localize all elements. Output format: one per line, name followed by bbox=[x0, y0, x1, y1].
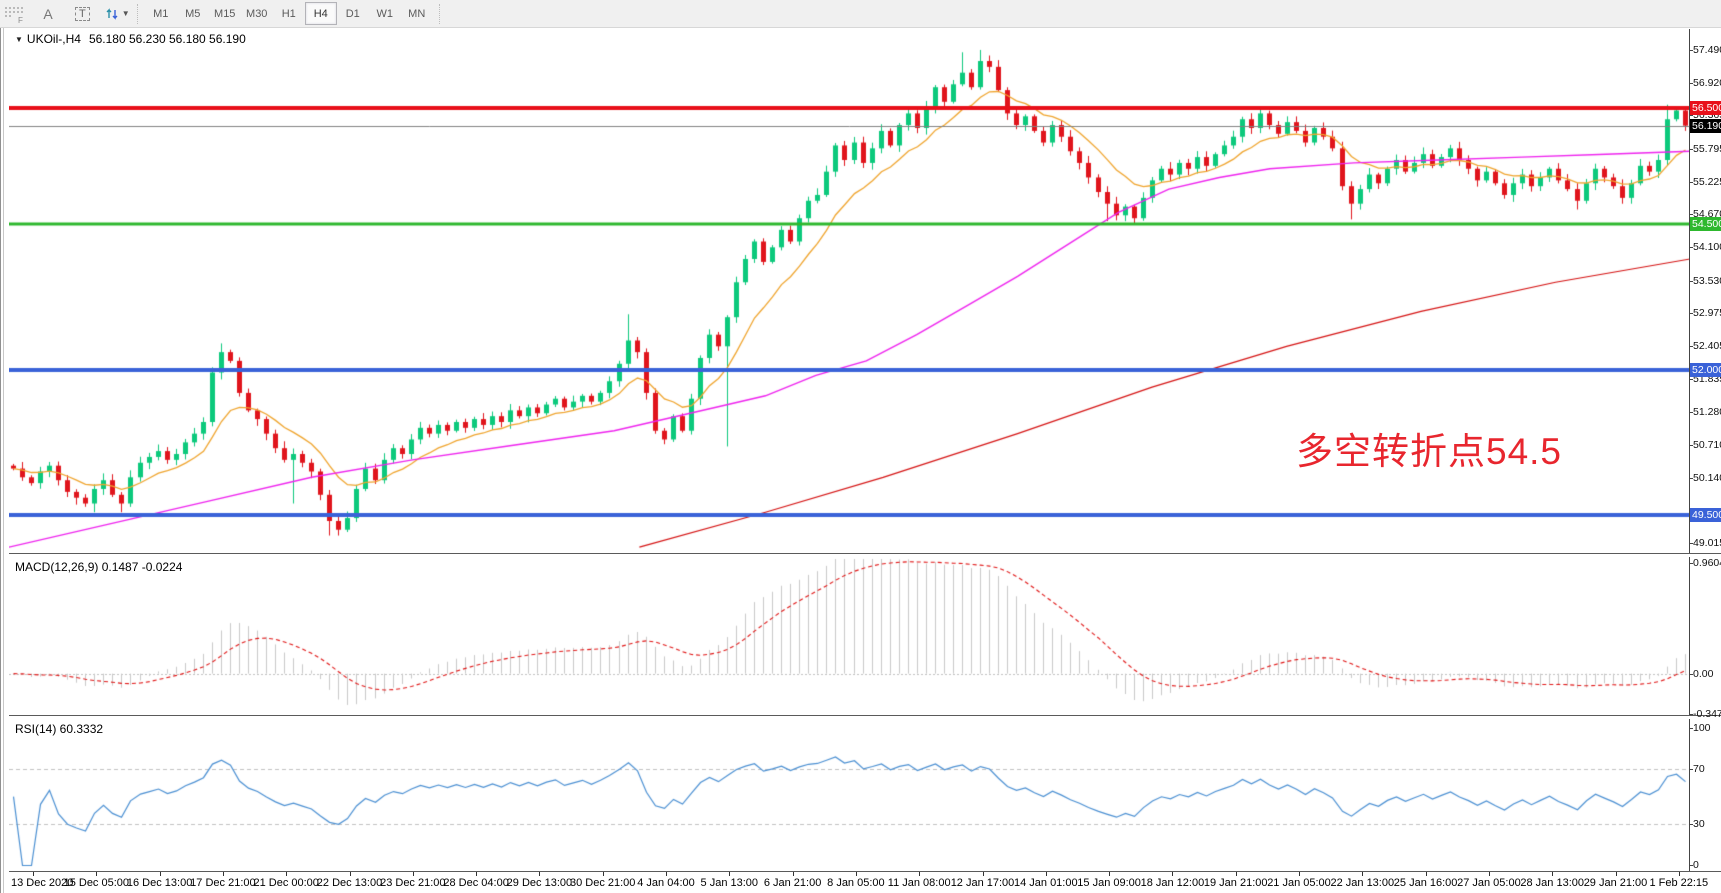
date-label: 21 Dec 00:00 bbox=[253, 877, 319, 889]
macd-pane[interactable]: MACD(12,26,9) 0.1487 -0.0224 0.9604 0.00 -… bbox=[9, 557, 1721, 720]
symbol-name: UKOil-,H4 bbox=[26, 32, 81, 46]
price-tick-label: 49.015 bbox=[1693, 537, 1721, 549]
swap-arrows-icon bbox=[106, 7, 118, 20]
rsi-tick-label: 0 bbox=[1693, 859, 1699, 871]
toolbar-separator bbox=[438, 3, 441, 24]
date-label: 19 Jan 21:00 bbox=[1203, 877, 1268, 889]
date-label: 29 Dec 13:00 bbox=[506, 877, 573, 889]
timeframe-button-mn[interactable]: MN bbox=[408, 7, 426, 20]
macd-tick-label: 0.9604 bbox=[1693, 557, 1721, 569]
rsi-axis[interactable]: 100 70 30 0 bbox=[1689, 719, 1721, 871]
price-badge-52.000: 52.000 bbox=[1690, 363, 1721, 377]
dropdown-caret-icon: ▼ bbox=[121, 9, 130, 18]
timeframe-button-m5[interactable]: M5 bbox=[185, 7, 201, 20]
macd-axis[interactable]: 0.9604 0.00 -0.347 bbox=[1689, 557, 1721, 720]
timeframe-button-h1[interactable]: H1 bbox=[281, 7, 296, 20]
rsi-canvas[interactable] bbox=[9, 719, 1690, 871]
text-tool-button[interactable]: T bbox=[68, 3, 97, 25]
svg-text:F: F bbox=[18, 16, 23, 24]
date-label: 23 Dec 21:00 bbox=[380, 877, 446, 889]
timeframe-button-h4[interactable]: H4 bbox=[304, 2, 337, 25]
date-label: 22 Jan 13:00 bbox=[1330, 877, 1395, 889]
chart-annotation-text: 多空转折点54.5 bbox=[1296, 431, 1563, 472]
date-label: 15 Dec 05:00 bbox=[63, 877, 130, 889]
date-label: 1 Feb 22:15 bbox=[1649, 877, 1709, 889]
price-tick-label: 52.405 bbox=[1693, 340, 1721, 352]
date-label: 6 Jan 21:00 bbox=[763, 877, 822, 889]
macd-canvas[interactable] bbox=[9, 557, 1690, 715]
main-chart-pane[interactable]: ▼ UKOil-,H4 56.180 56.230 56.180 56.190 … bbox=[9, 29, 1721, 554]
macd-label: MACD(12,26,9) 0.1487 -0.0224 bbox=[15, 560, 183, 574]
rsi-pane[interactable]: RSI(14) 60.3332 100 70 30 0 bbox=[9, 719, 1721, 872]
date-label: 30 Dec 21:00 bbox=[569, 877, 636, 889]
date-label: 5 Jan 13:00 bbox=[700, 877, 759, 889]
date-label: 15 Jan 09:00 bbox=[1077, 877, 1141, 889]
price-badge-54.500: 54.500 bbox=[1690, 217, 1721, 231]
macd-tick-label: -0.347 bbox=[1693, 708, 1721, 720]
timeframe-group: M1 M5 M15 M30 H1 H4 D1 W1 MN bbox=[145, 2, 433, 25]
toolbar-separator bbox=[136, 3, 139, 24]
rsi-tick-label: 30 bbox=[1693, 818, 1705, 830]
toolbar-drag-handle[interactable]: F bbox=[2, 4, 28, 24]
chart-window: ▼ UKOil-,H4 56.180 56.230 56.180 56.190 … bbox=[0, 28, 1721, 893]
symbol-quote: 56.180 56.230 56.180 56.190 bbox=[88, 32, 246, 46]
date-label: 16 Dec 13:00 bbox=[126, 877, 193, 889]
grid-handle-icon: F bbox=[5, 6, 23, 24]
rsi-tick-label: 70 bbox=[1693, 763, 1705, 775]
symbol-title: ▼ UKOil-,H4 56.180 56.230 56.180 56.190 bbox=[15, 32, 246, 46]
price-badge-56.190: 56.190 bbox=[1690, 119, 1721, 133]
date-label: 8 Jan 05:00 bbox=[827, 877, 885, 889]
price-axis[interactable]: 57.49056.92056.36555.79555.22554.67054.1… bbox=[1689, 29, 1721, 553]
price-tick-label: 50.710 bbox=[1693, 439, 1721, 451]
timeframe-button-m30[interactable]: M30 bbox=[246, 7, 268, 20]
price-tick-label: 53.530 bbox=[1693, 275, 1721, 287]
price-tick-label: 54.100 bbox=[1693, 241, 1721, 253]
price-tick-label: 50.140 bbox=[1693, 472, 1721, 484]
rsi-tick-label: 100 bbox=[1693, 722, 1711, 734]
timeframe-button-m15[interactable]: M15 bbox=[214, 7, 236, 20]
symbol-switch-button[interactable]: ▼ bbox=[105, 2, 131, 26]
price-tick-label: 56.920 bbox=[1693, 77, 1721, 89]
rsi-label: RSI(14) 60.3332 bbox=[15, 722, 104, 736]
candlestick-canvas[interactable] bbox=[9, 29, 1690, 553]
date-label: 18 Jan 12:00 bbox=[1140, 877, 1205, 889]
date-label: 29 Jan 21:00 bbox=[1583, 877, 1648, 889]
date-label: 22 Dec 13:00 bbox=[316, 877, 383, 889]
price-tick-label: 52.975 bbox=[1693, 307, 1721, 319]
collapse-triangle-icon[interactable]: ▼ bbox=[15, 34, 23, 44]
price-tick-label: 57.490 bbox=[1693, 44, 1721, 56]
date-label: 4 Jan 04:00 bbox=[637, 877, 695, 889]
arrow-tool-button[interactable]: A bbox=[36, 3, 60, 25]
date-label: 13 Dec 2020 bbox=[11, 877, 74, 889]
date-label: 12 Jan 17:00 bbox=[950, 877, 1015, 889]
timeframe-button-m1[interactable]: M1 bbox=[153, 7, 169, 20]
time-axis[interactable]: 13 Dec 2020 15 Dec 05:00 16 Dec 13:00 17 De… bbox=[9, 872, 1721, 893]
price-tick-label: 51.280 bbox=[1693, 406, 1721, 418]
date-label: 25 Jan 16:00 bbox=[1393, 877, 1458, 889]
price-tick-label: 55.795 bbox=[1693, 143, 1721, 155]
date-label: 17 Dec 21:00 bbox=[190, 877, 256, 889]
date-label: 27 Jan 05:00 bbox=[1457, 877, 1521, 889]
price-tick-label: 55.225 bbox=[1693, 176, 1721, 188]
date-label: 11 Jan 08:00 bbox=[887, 877, 951, 889]
text-tool-icon: T bbox=[75, 6, 90, 21]
price-badge-49.500: 49.500 bbox=[1690, 508, 1721, 522]
timeframe-button-d1[interactable]: D1 bbox=[345, 7, 360, 20]
price-badge-56.500: 56.500 bbox=[1690, 101, 1721, 115]
date-label: 14 Jan 01:00 bbox=[1013, 877, 1078, 889]
toolbar: F A T ▼ M1 M5 M15 M30 H1 H4 D1 W1 MN bbox=[0, 0, 1721, 28]
date-label: 28 Dec 04:00 bbox=[443, 877, 509, 889]
timeframe-button-w1[interactable]: W1 bbox=[376, 7, 393, 20]
date-label: 28 Jan 13:00 bbox=[1520, 877, 1584, 889]
date-label: 21 Jan 05:00 bbox=[1267, 877, 1331, 889]
macd-tick-label: 0.00 bbox=[1693, 668, 1714, 680]
